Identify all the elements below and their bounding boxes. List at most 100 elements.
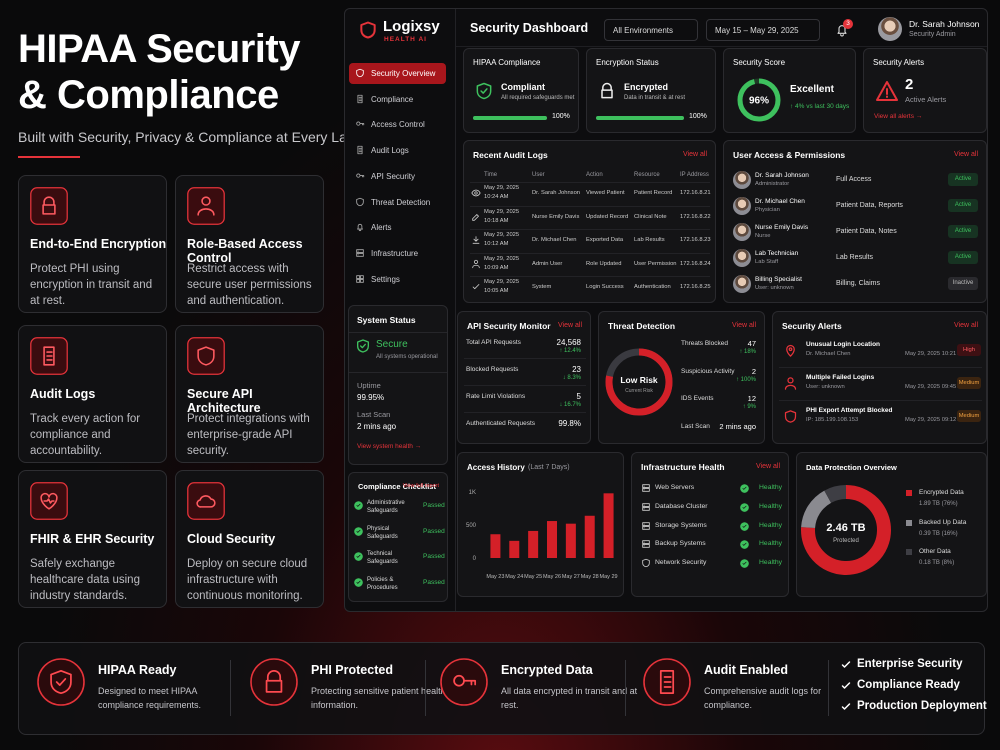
alerts-card: Security Alerts View all Unusual Login Loc… (772, 311, 987, 444)
icon-frame (250, 658, 298, 706)
link[interactable]: View system health → (357, 443, 422, 450)
icon-glyph (642, 503, 650, 511)
x-tick-label: May 28 (581, 574, 599, 580)
metric-label: Blocked Requests (466, 366, 519, 373)
nav-item[interactable]: Compliance (349, 89, 446, 110)
icon-glyph (601, 82, 613, 99)
kpi-status: Active Alerts (905, 95, 947, 104)
date-range-select[interactable]: May 15 – May 29, 2025 (706, 19, 820, 41)
cell: Admin User (532, 260, 563, 267)
y-tick-label: 0 (473, 556, 477, 562)
avatar (733, 197, 751, 215)
column-header: Resource (634, 172, 660, 178)
ring-arc (605, 348, 673, 416)
icon (356, 121, 365, 127)
nav-item[interactable]: API Security (349, 166, 446, 187)
view-all-link[interactable]: View all (683, 151, 707, 158)
badge-text: Protecting sensitive patient health info… (311, 686, 446, 710)
row-divider (470, 229, 710, 230)
nav-item[interactable]: Audit Logs (349, 140, 446, 161)
cell: 10:05 AM (484, 288, 509, 294)
check-item: Production Deployment (857, 700, 987, 712)
feature-card: Role-Based Access Control Restrict access… (175, 175, 324, 313)
system-status-card: System Status Secure All systems operation… (348, 305, 448, 465)
brand-tagline: HEALTH AI (384, 36, 427, 43)
badge-title: PHI Protected (311, 663, 393, 677)
icon (357, 145, 363, 155)
icon (786, 344, 795, 357)
check-name: Technical Safeguards (367, 551, 398, 565)
metric-change: ↓ 8.3% (562, 375, 581, 381)
metric-label: IDS Events (681, 395, 714, 402)
metric-change: ↑ 18% (739, 349, 756, 355)
check-name: Physical Safeguards (367, 525, 398, 540)
icon-glyph (197, 196, 215, 216)
column-header: Time (484, 172, 498, 178)
view-all-link[interactable]: View all (954, 322, 978, 329)
icon (472, 236, 480, 244)
user-name: Dr. Sarah Johnson (909, 19, 980, 29)
donut-segment (801, 485, 891, 575)
view-all-link[interactable]: View all (732, 322, 756, 329)
link[interactable]: View all alerts → (874, 113, 923, 120)
view-all-link[interactable]: View all (558, 322, 582, 329)
feature-text: Deploy on secure cloud infrastructure wi… (187, 558, 308, 602)
view-all-link[interactable]: View full report (402, 483, 439, 489)
icon-glyph (42, 196, 56, 215)
feature-text: Restrict access with secure user permiss… (187, 263, 312, 307)
icon (740, 502, 749, 512)
nav-item[interactable]: Alerts (349, 217, 446, 238)
environment-select[interactable]: All Environments (604, 19, 698, 41)
y-tick-label: 500 (466, 523, 477, 529)
nav-item[interactable]: Access Control (349, 114, 446, 135)
icon-glyph (197, 346, 215, 366)
x-tick-label: May 24 (505, 574, 523, 580)
feature-text: Safely exchange healthcare data using in… (30, 558, 140, 602)
legend-label: Backed Up Data (919, 518, 967, 526)
user-name: Dr. Michael Chen (755, 198, 805, 205)
cell: Role Updated (586, 260, 622, 267)
icon (472, 259, 480, 268)
icon (357, 224, 363, 232)
icon-glyph (876, 81, 898, 101)
card-title: Access History (467, 463, 525, 472)
alert-time: May 29, 2025 09:45 AM (905, 384, 967, 390)
feature-card: FHIR & EHR Security Safely exchange healt… (18, 470, 167, 608)
view-all-link[interactable]: View all (756, 463, 780, 470)
legend-value: 0.39 TB (16%) (919, 530, 958, 537)
metric-change: ↑ 12.4% (559, 348, 581, 354)
notification-badge: 3 (843, 19, 853, 29)
metric-change: ↑ 100% (735, 376, 756, 383)
metric-value: 23 (572, 365, 581, 374)
nav-item[interactable]: Infrastructure (349, 243, 446, 264)
user-role: User: unknown (755, 285, 794, 291)
cell: 172.16.8.21 (680, 190, 711, 196)
nav-item[interactable]: Security Overview (349, 63, 446, 84)
icon (357, 339, 369, 353)
view-all-link[interactable]: View all (954, 151, 978, 158)
card-subtitle: (Last 7 Days) (528, 464, 570, 471)
nav-item[interactable]: Settings (349, 269, 446, 290)
x-tick-label: May 29 (600, 574, 618, 580)
donut-chart: 2.46 TB Protected (801, 485, 891, 575)
cell: Patient Record (634, 190, 673, 196)
icon (356, 249, 364, 257)
nav-item[interactable]: Threat Detection (349, 192, 446, 213)
icon (360, 21, 376, 39)
icon (740, 484, 749, 493)
x-tick-label: May 27 (562, 574, 580, 580)
service-name: Database Cluster (655, 502, 708, 510)
access-history-card: Access History (Last 7 Days) 0 500 1K May 23 M… (457, 452, 624, 597)
icon[interactable] (834, 22, 850, 38)
check-status: Passed (423, 578, 445, 586)
icon (784, 410, 797, 423)
icon (740, 540, 749, 550)
status-pill: Active (948, 199, 978, 212)
feature-card: Audit Logs Track every action for complia… (18, 325, 167, 463)
user-role: Nurse (755, 233, 771, 239)
icon-glyph (742, 561, 747, 565)
icon-glyph (357, 224, 363, 232)
row-divider (470, 252, 710, 254)
nav-label: Access Control (371, 120, 425, 130)
